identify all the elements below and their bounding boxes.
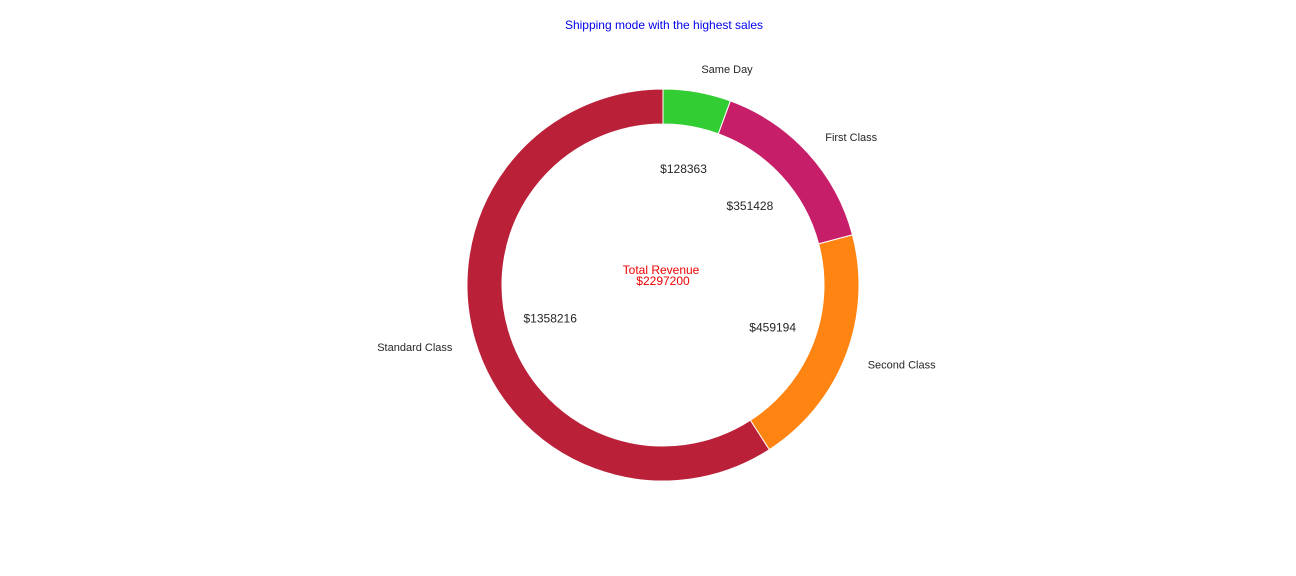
slice-labels: Same Day First Class Second Class Standard …: [377, 64, 936, 371]
slice-label-standard-class: Standard Class: [377, 342, 453, 354]
slice-second-class: [749, 234, 860, 451]
slice-same-day: [662, 88, 732, 135]
slice-label-first-class: First Class: [825, 132, 877, 144]
slice-label-second-class: Second Class: [868, 359, 936, 371]
value-labels: $128363 $351428 $459194 $1358216: [524, 162, 797, 334]
value-label-second-class: $459194: [749, 320, 796, 334]
chart-title: Shipping mode with the highest sales: [565, 18, 763, 32]
slice-first-class: [717, 100, 854, 245]
value-label-same-day: $128363: [660, 162, 707, 176]
center-total-label: Total Revenue: [623, 263, 700, 277]
donut-slices: [466, 88, 860, 482]
value-label-standard-class: $1358216: [524, 311, 578, 325]
value-label-first-class: $351428: [727, 199, 774, 213]
center-total-value: $2297200: [636, 274, 690, 288]
slice-label-same-day: Same Day: [701, 64, 753, 76]
slice-standard-class: [466, 88, 771, 482]
